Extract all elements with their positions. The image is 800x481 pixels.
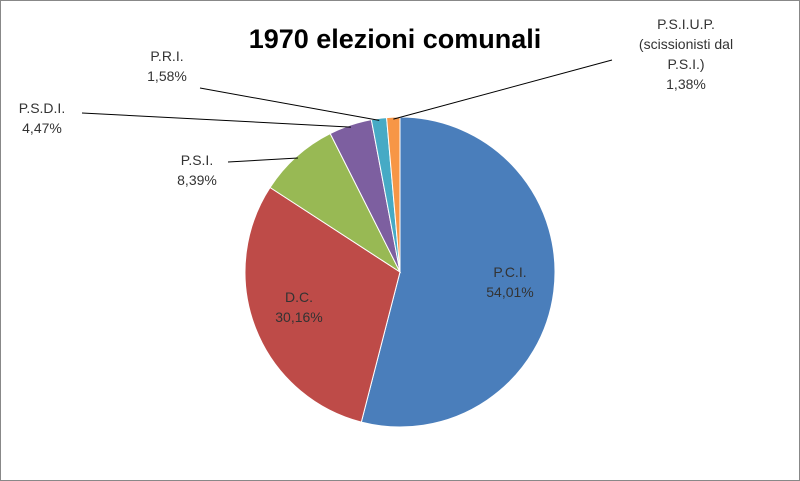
leader-line [81,112,351,128]
slice-label: D.C. 30,16% [254,287,344,327]
slice-name: P.S.I.U.P. (scissionisti dal P.S.I.) [638,16,734,72]
pie-slice [244,186,401,423]
leader-line [199,87,380,121]
slice-name: D.C. [285,289,313,305]
slice-label: P.S.I. 8,39% [152,150,242,190]
slice-value: 1,58% [147,68,187,84]
slice-name: P.C.I. [493,264,527,280]
chart-title: 1970 elezioni comunali [248,24,542,54]
pie-slice [360,116,556,428]
slice-value: 8,39% [177,172,217,188]
slice-label: P.S.I.U.P. (scissionisti dal P.S.I.) 1,38… [624,14,749,94]
slice-name: P.R.I. [150,48,184,64]
slice-label: P.S.D.I. 4,47% [0,98,87,138]
leader-line [227,157,298,163]
slice-value: 54,01% [486,284,534,300]
slice-label: P.R.I. 1,58% [122,46,212,86]
slice-name: P.S.D.I. [18,100,66,116]
slice-value: 4,47% [22,120,62,136]
slice-label: P.C.I. 54,01% [465,262,555,302]
slice-value: 30,16% [275,309,323,325]
slice-value: 1,38% [666,76,706,92]
slice-name: P.S.I. [180,152,214,168]
leader-line [393,59,613,120]
